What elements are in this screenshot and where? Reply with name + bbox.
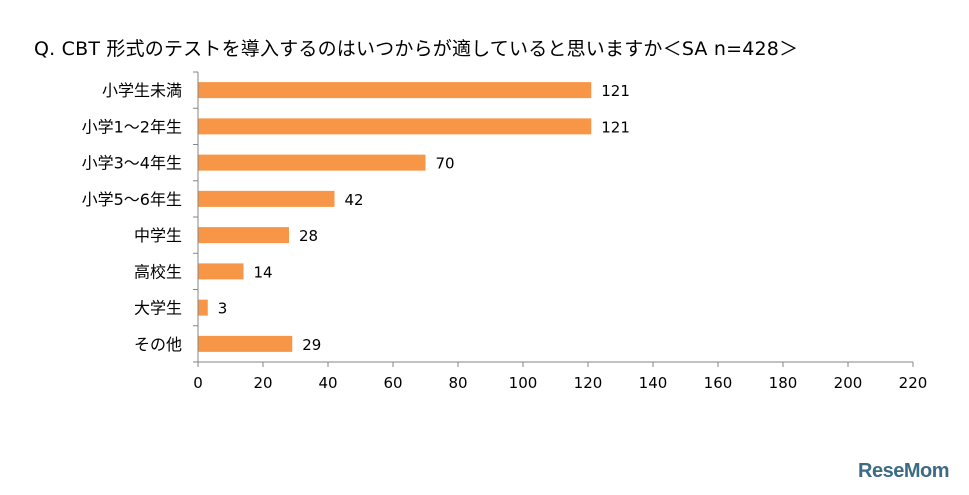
x-tick-label-8: 160: [704, 374, 733, 392]
bar-2: [198, 154, 426, 171]
category-label-2: 小学3～4年生: [82, 154, 182, 173]
x-tick-label-10: 200: [834, 374, 863, 392]
bar-3: [198, 190, 335, 207]
value-label-1: 121: [601, 118, 630, 136]
category-label-6: 大学生: [134, 299, 182, 318]
x-tick-label-0: 0: [193, 374, 203, 392]
bar-1: [198, 118, 592, 135]
axis-layer: 小学生未満 121 小学1～2年生 121 小学3～4年生 70 小学5～6年生 42 中学生 2…: [82, 71, 928, 392]
x-tick-label-3: 60: [383, 374, 402, 392]
x-tick-label-9: 180: [769, 374, 798, 392]
x-tick-label-5: 100: [509, 374, 538, 392]
bar-5: [198, 263, 244, 280]
x-tick-label-2: 40: [318, 374, 337, 392]
x-tick-label-7: 140: [639, 374, 668, 392]
bar-7: [198, 335, 293, 352]
category-label-4: 中学生: [134, 226, 182, 245]
value-label-5: 14: [254, 263, 273, 281]
category-label-5: 高校生: [134, 262, 182, 281]
x-tick-label-1: 20: [253, 374, 272, 392]
category-label-7: その他: [134, 335, 182, 354]
bar-0: [198, 82, 592, 99]
value-label-2: 70: [436, 155, 455, 173]
bars-layer: [198, 82, 592, 352]
resemom-logo: ReseMom: [858, 460, 949, 482]
chart-title: Q. CBT 形式のテストを導入するのはいつからが適していると思いますか＜SA …: [34, 38, 799, 60]
x-tick-label-11: 220: [899, 374, 928, 392]
value-label-0: 121: [601, 82, 630, 100]
value-label-7: 29: [302, 336, 321, 354]
value-label-6: 3: [218, 300, 228, 318]
category-label-0: 小学生未満: [102, 81, 182, 100]
value-label-4: 28: [299, 227, 318, 245]
x-tick-label-6: 120: [574, 374, 603, 392]
x-tick-label-4: 80: [448, 374, 467, 392]
category-label-1: 小学1～2年生: [82, 117, 182, 136]
bar-6: [198, 299, 208, 316]
bar-4: [198, 227, 289, 244]
category-label-3: 小学5～6年生: [82, 190, 182, 209]
value-label-3: 42: [345, 191, 364, 209]
